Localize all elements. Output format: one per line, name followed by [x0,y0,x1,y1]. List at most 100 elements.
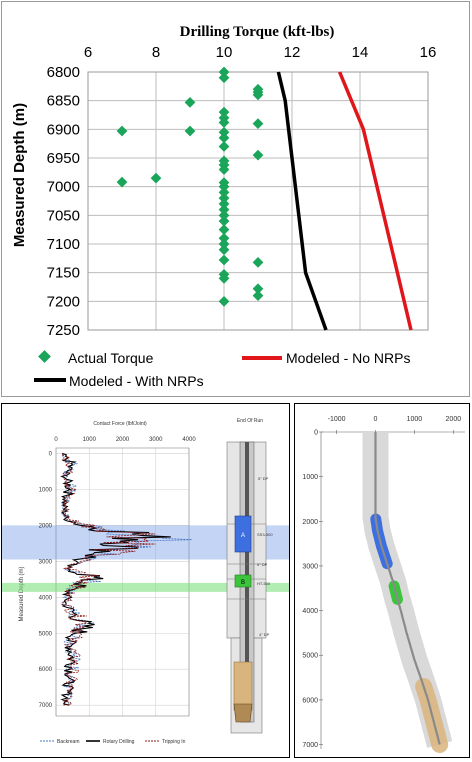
cf-chart-title: Contact Force (lbf/Joint) [93,421,147,427]
drill-bit-icon [233,703,253,723]
bha-schematic: End Of Run A B 5" DP SS3-500 5" DP HT-50… [226,418,273,734]
actual-torque-point [252,283,264,295]
y-tick-label: 6950 [47,150,80,167]
cf-y-tick-label: 1000 [39,487,53,493]
plot-area-border [87,71,429,331]
x-tick-label: 6 [84,44,92,61]
actual-torque-point [252,256,264,268]
actual-torque-point [252,118,264,129]
cf-y-tick-label: 5000 [39,631,53,637]
actual-torque-point [116,176,128,188]
actual-torque-point [218,181,230,193]
x-tick-label: 8 [152,44,160,61]
traj-y-tick-label: 1000 [302,474,318,481]
traj-y-tick-label: 0 [314,430,318,437]
cf-x-tick-label: 0 [54,437,58,443]
cf-y-tick-label: 3000 [39,559,53,565]
traj-x-tick-label: 1000 [407,416,423,423]
y-tick-label: 7050 [47,207,80,224]
y-axis-label: Measured Depth (m) [11,103,28,247]
traj-x-tick-label: 2000 [446,416,462,423]
actual-torque-point [116,125,128,137]
actual-torque-point [218,232,230,244]
traj-y-tick-label: 5000 [302,653,318,660]
cf-x-tick-label: 3000 [149,437,163,443]
actual-torque-point [218,192,230,204]
actual-torque-point [150,172,162,184]
top-chart-panel: Drilling Torque (kft-lbs) 6 8 10 12 14 16 680… [1,1,470,397]
actual-torque-point [218,215,230,227]
x-tick-label: 12 [284,44,301,61]
actual-torque-point [218,224,230,236]
bha-title: End Of Run [237,418,263,424]
actual-torque-point [218,238,230,250]
cf-legend-tripping: Tripping In [162,739,186,745]
cf-y-tick-label: 7000 [39,703,53,709]
sub-b-letter: B [241,580,245,586]
legend-actual-label: Actual Torque [68,350,154,366]
bha-label-sub-b: HT-500 [257,581,271,586]
actual-torque-point [218,72,230,84]
actual-torque-point [218,209,230,221]
cf-x-tick-label: 1000 [83,437,97,443]
y-tick-label: 6850 [47,93,80,110]
cf-y-tick-label: 6000 [39,667,53,673]
traj-y-tick-label: 4000 [302,608,318,615]
chart-title: Drilling Torque (kft-lbs) [180,24,335,40]
cf-y-tick-label: 4000 [39,595,53,601]
actual-torque-point [218,126,230,138]
sub-a-letter: A [241,533,245,539]
legend-with-nrp-label: Modeled - With NRPs [69,373,204,389]
actual-torque-point [218,204,230,215]
traj-x-tick-label: -1000 [328,416,346,423]
y-tick-label: 7250 [47,322,80,339]
legend-no-nrp-label: Modeled - No NRPs [286,350,411,366]
well-trajectory-chart: -1000 0 1000 2000 0 1000 2000 3000 4000 5000 6000… [302,416,465,756]
cf-legend-backream: Backream [57,739,80,745]
traj-y-tick-label: 3000 [302,563,318,570]
bha-label-dp-top: 5" DP [258,476,269,481]
actual-torque-point [218,295,230,307]
contact-force-chart: Contact Force (lbf/Joint) Measured Depth… [2,418,289,745]
traj-y-tick-label: 7000 [302,742,318,749]
well-trajectory-panel: -1000 0 1000 2000 0 1000 2000 3000 4000 5000 6000… [294,403,470,758]
sub-a-block [234,515,252,553]
y-tick-label: 6800 [47,64,80,81]
cf-plot-border [55,447,190,717]
series-line-with-nrp [276,71,328,331]
cf-legend: Backream Rotary Drilling Tripping In [40,739,186,745]
bha-label-dp-low: 4" DP [259,632,270,637]
x-tick-label: 14 [352,44,369,61]
legend-actual-marker [38,350,51,363]
bit-assembly [233,661,253,711]
actual-torque-point [218,198,230,210]
y-tick-label: 7150 [47,265,80,282]
contact-force-panel: Contact Force (lbf/Joint) Measured Depth… [1,403,290,758]
actual-torque-point [218,164,230,175]
cf-y-tick-label: 0 [49,451,53,457]
actual-torque-point [218,117,230,128]
actual-torque-point [252,290,264,301]
actual-torque-point [218,132,230,144]
highlight-band-green [2,582,289,592]
traj-x-tick-label: 0 [374,416,378,423]
series-line-no-nrp [337,71,413,331]
bha-label-sub-a: SS3-500 [257,532,273,537]
y-tick-label: 7100 [47,236,80,253]
legend: Actual Torque Modeled - No NRPs Modeled … [34,350,411,389]
actual-torque-point [218,254,230,266]
cf-y-tick-label: 2000 [39,523,53,529]
traj-y-tick-label: 6000 [302,697,318,704]
actual-torque-point [184,97,196,108]
actual-torque-point [218,141,230,152]
cf-legend-rotary: Rotary Drilling [103,739,135,745]
y-tick-label: 7000 [47,179,80,196]
x-tick-label: 16 [420,44,437,61]
actual-torque-point [218,273,230,284]
actual-torque-point [218,187,230,198]
sub-b-block [234,574,252,588]
actual-torque-point [218,106,230,118]
trajectory-centerline [374,432,441,745]
bha-label-dp-mid: 5" DP [257,562,268,567]
cf-series-rotary [60,452,171,706]
